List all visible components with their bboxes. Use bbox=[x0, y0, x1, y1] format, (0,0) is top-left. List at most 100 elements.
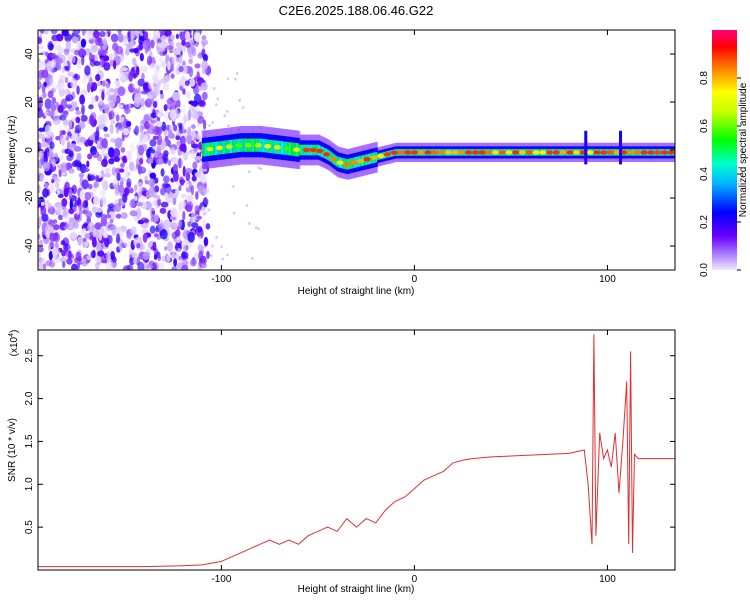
ridge-peak bbox=[478, 150, 486, 155]
noise-cell bbox=[156, 146, 161, 155]
noise-cell bbox=[91, 237, 97, 248]
noise-cell bbox=[182, 46, 186, 52]
ridge-core bbox=[299, 144, 302, 156]
noise-cell bbox=[98, 230, 103, 241]
ridge-peak bbox=[519, 150, 527, 155]
noise-cell bbox=[172, 197, 177, 206]
noise-cell bbox=[61, 198, 68, 207]
noise-cell bbox=[167, 60, 171, 71]
noise-cell bbox=[80, 38, 87, 48]
noise-cell bbox=[51, 34, 59, 42]
noise-cell bbox=[42, 188, 49, 198]
noise-cell bbox=[48, 77, 54, 87]
noise-cell bbox=[201, 91, 208, 101]
noise-cell bbox=[69, 232, 77, 239]
noise-cell bbox=[180, 181, 185, 186]
noise-cell bbox=[201, 60, 209, 71]
noise-cell bbox=[141, 167, 146, 172]
noise-cell bbox=[162, 82, 170, 92]
ridge-core bbox=[301, 144, 304, 156]
noise-cell bbox=[105, 89, 111, 98]
x-tick-label: 100 bbox=[599, 574, 616, 585]
spectrogram-x-ticks: -100 0 100 bbox=[211, 30, 616, 285]
noise-cell bbox=[198, 99, 206, 106]
ridge-peak bbox=[383, 152, 391, 157]
noise-cell bbox=[42, 263, 46, 270]
noise-cell bbox=[184, 31, 191, 41]
ridge-core bbox=[335, 155, 338, 166]
noise-cell bbox=[206, 250, 210, 260]
y-tick-label: 40 bbox=[24, 48, 35, 60]
noise-cell bbox=[65, 135, 69, 141]
noise-cell bbox=[77, 121, 86, 130]
ridge-peak bbox=[293, 147, 301, 152]
ridge-peak bbox=[309, 147, 317, 153]
noise-cell bbox=[226, 110, 229, 114]
noise-cell bbox=[38, 252, 41, 258]
noise-cell bbox=[171, 156, 178, 164]
noise-cell bbox=[90, 250, 96, 259]
noise-cell bbox=[76, 85, 80, 95]
noise-cell bbox=[128, 248, 134, 256]
noise-cell bbox=[54, 176, 59, 182]
noise-cell bbox=[113, 184, 118, 190]
noise-cell bbox=[137, 219, 145, 225]
colorbar-gradient bbox=[712, 30, 737, 270]
noise-cell bbox=[170, 207, 178, 217]
noise-cell bbox=[71, 55, 76, 64]
noise-cell bbox=[131, 165, 138, 172]
noise-cell bbox=[78, 48, 87, 58]
noise-cell bbox=[149, 225, 156, 234]
ridge-peak bbox=[343, 162, 351, 167]
noise-cell bbox=[64, 76, 69, 84]
noise-cell bbox=[93, 195, 100, 206]
noise-cell bbox=[142, 82, 149, 91]
colorbar-tick-label: 0.6 bbox=[699, 119, 710, 133]
noise-cell bbox=[200, 205, 209, 216]
noise-cell bbox=[84, 233, 91, 239]
noise-cell bbox=[169, 215, 174, 221]
noise-cell bbox=[137, 164, 142, 175]
noise-cell bbox=[183, 113, 187, 125]
noise-cell bbox=[196, 215, 202, 220]
noise-cell bbox=[115, 95, 121, 104]
noise-cell bbox=[201, 35, 207, 41]
ridge-peak bbox=[491, 150, 499, 155]
noise-cell bbox=[141, 72, 145, 81]
noise-cell bbox=[144, 180, 149, 185]
noise-cell bbox=[210, 254, 213, 257]
noise-cell bbox=[191, 222, 199, 229]
noise-cell bbox=[182, 121, 186, 133]
noise-cell bbox=[66, 258, 73, 265]
noise-cell bbox=[61, 66, 65, 74]
noise-cell bbox=[202, 179, 209, 184]
ridge-peak bbox=[613, 150, 621, 155]
noise-cell bbox=[157, 262, 165, 270]
noise-cell bbox=[103, 126, 108, 132]
noise-cell bbox=[71, 36, 79, 44]
noise-cell bbox=[115, 167, 121, 174]
noise-cell bbox=[204, 187, 207, 190]
ridge-blip bbox=[619, 130, 623, 165]
noise-cell bbox=[139, 52, 144, 62]
noise-cell bbox=[181, 193, 187, 199]
noise-cell bbox=[55, 57, 63, 65]
colorbar-tick-label: 0.8 bbox=[699, 71, 710, 85]
noise-cell bbox=[187, 242, 193, 250]
noise-cell bbox=[171, 252, 176, 259]
ridge-peak bbox=[600, 150, 608, 155]
noise-cell bbox=[70, 101, 78, 109]
noise-cell bbox=[208, 208, 211, 212]
noise-cell bbox=[155, 194, 161, 200]
noise-cell bbox=[208, 124, 211, 127]
ridge-core bbox=[349, 158, 352, 170]
noise-cell bbox=[82, 200, 88, 208]
noise-cell bbox=[161, 60, 167, 69]
noise-cell bbox=[182, 165, 186, 177]
noise-cell bbox=[149, 149, 156, 154]
noise-cell bbox=[191, 175, 197, 182]
ridge-core bbox=[253, 138, 256, 152]
noise-cell bbox=[140, 97, 145, 108]
noise-cell bbox=[178, 219, 183, 228]
noise-cell bbox=[159, 228, 168, 240]
